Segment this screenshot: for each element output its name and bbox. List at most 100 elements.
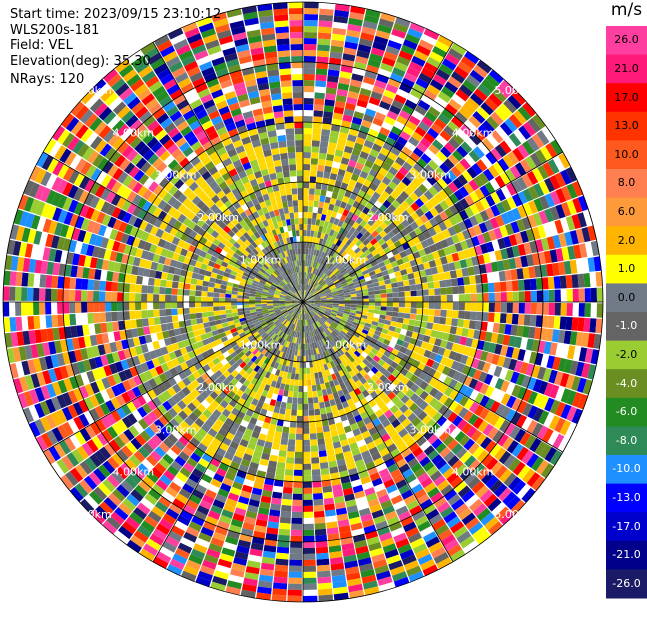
range-gate xyxy=(375,294,381,298)
range-gate xyxy=(320,462,329,469)
range-gate xyxy=(323,202,329,209)
range-gate xyxy=(311,379,316,385)
range-gate xyxy=(117,292,123,301)
range-gate xyxy=(93,291,99,301)
range-gate xyxy=(307,374,311,380)
range-gate xyxy=(291,524,302,530)
range-gate xyxy=(304,2,319,8)
range-gate xyxy=(219,302,225,306)
range-gate xyxy=(203,276,210,282)
range-gate xyxy=(159,309,166,316)
range-gate xyxy=(304,98,314,104)
range-gate xyxy=(165,302,171,309)
range-gate xyxy=(339,298,345,300)
range-gate xyxy=(287,146,295,153)
range-gate xyxy=(303,578,317,584)
range-gate xyxy=(202,312,209,318)
range-gate xyxy=(93,313,100,323)
range-gate xyxy=(202,281,209,287)
range-gate xyxy=(411,291,417,297)
range-gate xyxy=(597,288,603,303)
range-gate xyxy=(276,32,289,39)
range-gate xyxy=(368,291,374,295)
range-gate xyxy=(196,280,203,286)
range-gate xyxy=(432,274,439,282)
range-gate xyxy=(275,166,283,173)
range-gate xyxy=(273,437,281,444)
range-gate xyxy=(99,291,105,301)
range-gate xyxy=(81,302,87,313)
range-gate xyxy=(318,583,332,590)
range-gate xyxy=(295,446,302,452)
range-gate xyxy=(313,128,322,135)
range-gate xyxy=(447,295,453,302)
range-gate xyxy=(294,380,298,386)
range-gate xyxy=(295,140,303,146)
range-gate xyxy=(292,230,296,236)
range-gate xyxy=(476,284,483,293)
range-gate xyxy=(69,314,76,326)
range-gate xyxy=(231,291,237,295)
range-gate xyxy=(311,152,319,159)
range-gate xyxy=(300,236,303,242)
range-gate xyxy=(286,457,294,464)
range-gate xyxy=(298,392,303,398)
range-gate xyxy=(183,290,189,296)
range-gate xyxy=(166,280,173,287)
range-gate xyxy=(303,566,316,572)
range-gate xyxy=(393,292,399,297)
range-gate xyxy=(123,293,129,302)
range-gate xyxy=(3,286,9,301)
range-gate xyxy=(501,292,507,302)
range-gate xyxy=(287,596,302,602)
range-gate xyxy=(320,408,326,415)
range-gate xyxy=(300,230,304,236)
range-gate xyxy=(51,276,58,288)
range-gate xyxy=(282,396,288,403)
range-gate xyxy=(105,312,112,322)
range-gate xyxy=(313,201,319,208)
range-gate xyxy=(255,304,261,307)
range-gate xyxy=(141,310,148,318)
range-gate xyxy=(314,110,324,117)
range-gate xyxy=(303,476,312,482)
range-gate xyxy=(323,492,333,499)
range-gate xyxy=(283,98,293,105)
range-gate xyxy=(297,416,303,422)
range-gate xyxy=(274,431,282,438)
range-gate xyxy=(304,164,311,170)
range-gate xyxy=(307,230,311,236)
range-gate xyxy=(579,288,585,302)
range-gate xyxy=(275,401,281,408)
range-gate xyxy=(320,141,328,148)
range-gate xyxy=(351,297,357,300)
range-gate xyxy=(280,189,286,196)
range-gate xyxy=(314,195,320,202)
range-gate xyxy=(296,434,303,440)
range-gate xyxy=(446,287,453,295)
range-gate xyxy=(296,146,304,152)
range-gate xyxy=(249,296,255,299)
range-gate xyxy=(290,176,296,182)
range-gate xyxy=(88,324,95,335)
range-gate xyxy=(195,302,201,307)
range-gate xyxy=(487,273,494,283)
range-gate xyxy=(319,402,325,409)
range-gate xyxy=(549,290,555,302)
range-gate xyxy=(278,456,286,463)
range-gate xyxy=(315,225,320,232)
range-gate xyxy=(303,596,318,602)
range-gate xyxy=(293,104,303,110)
range-gate xyxy=(303,230,307,236)
range-gate xyxy=(325,160,333,167)
range-gate xyxy=(190,313,197,319)
range-gate xyxy=(129,302,135,310)
range-gate xyxy=(281,438,289,445)
range-gate xyxy=(470,285,477,294)
range-gate xyxy=(314,511,325,518)
range-gate xyxy=(208,287,215,292)
range-gate xyxy=(423,296,429,302)
range-gate xyxy=(319,456,327,463)
range-gate xyxy=(369,295,375,299)
range-gate xyxy=(324,166,332,173)
